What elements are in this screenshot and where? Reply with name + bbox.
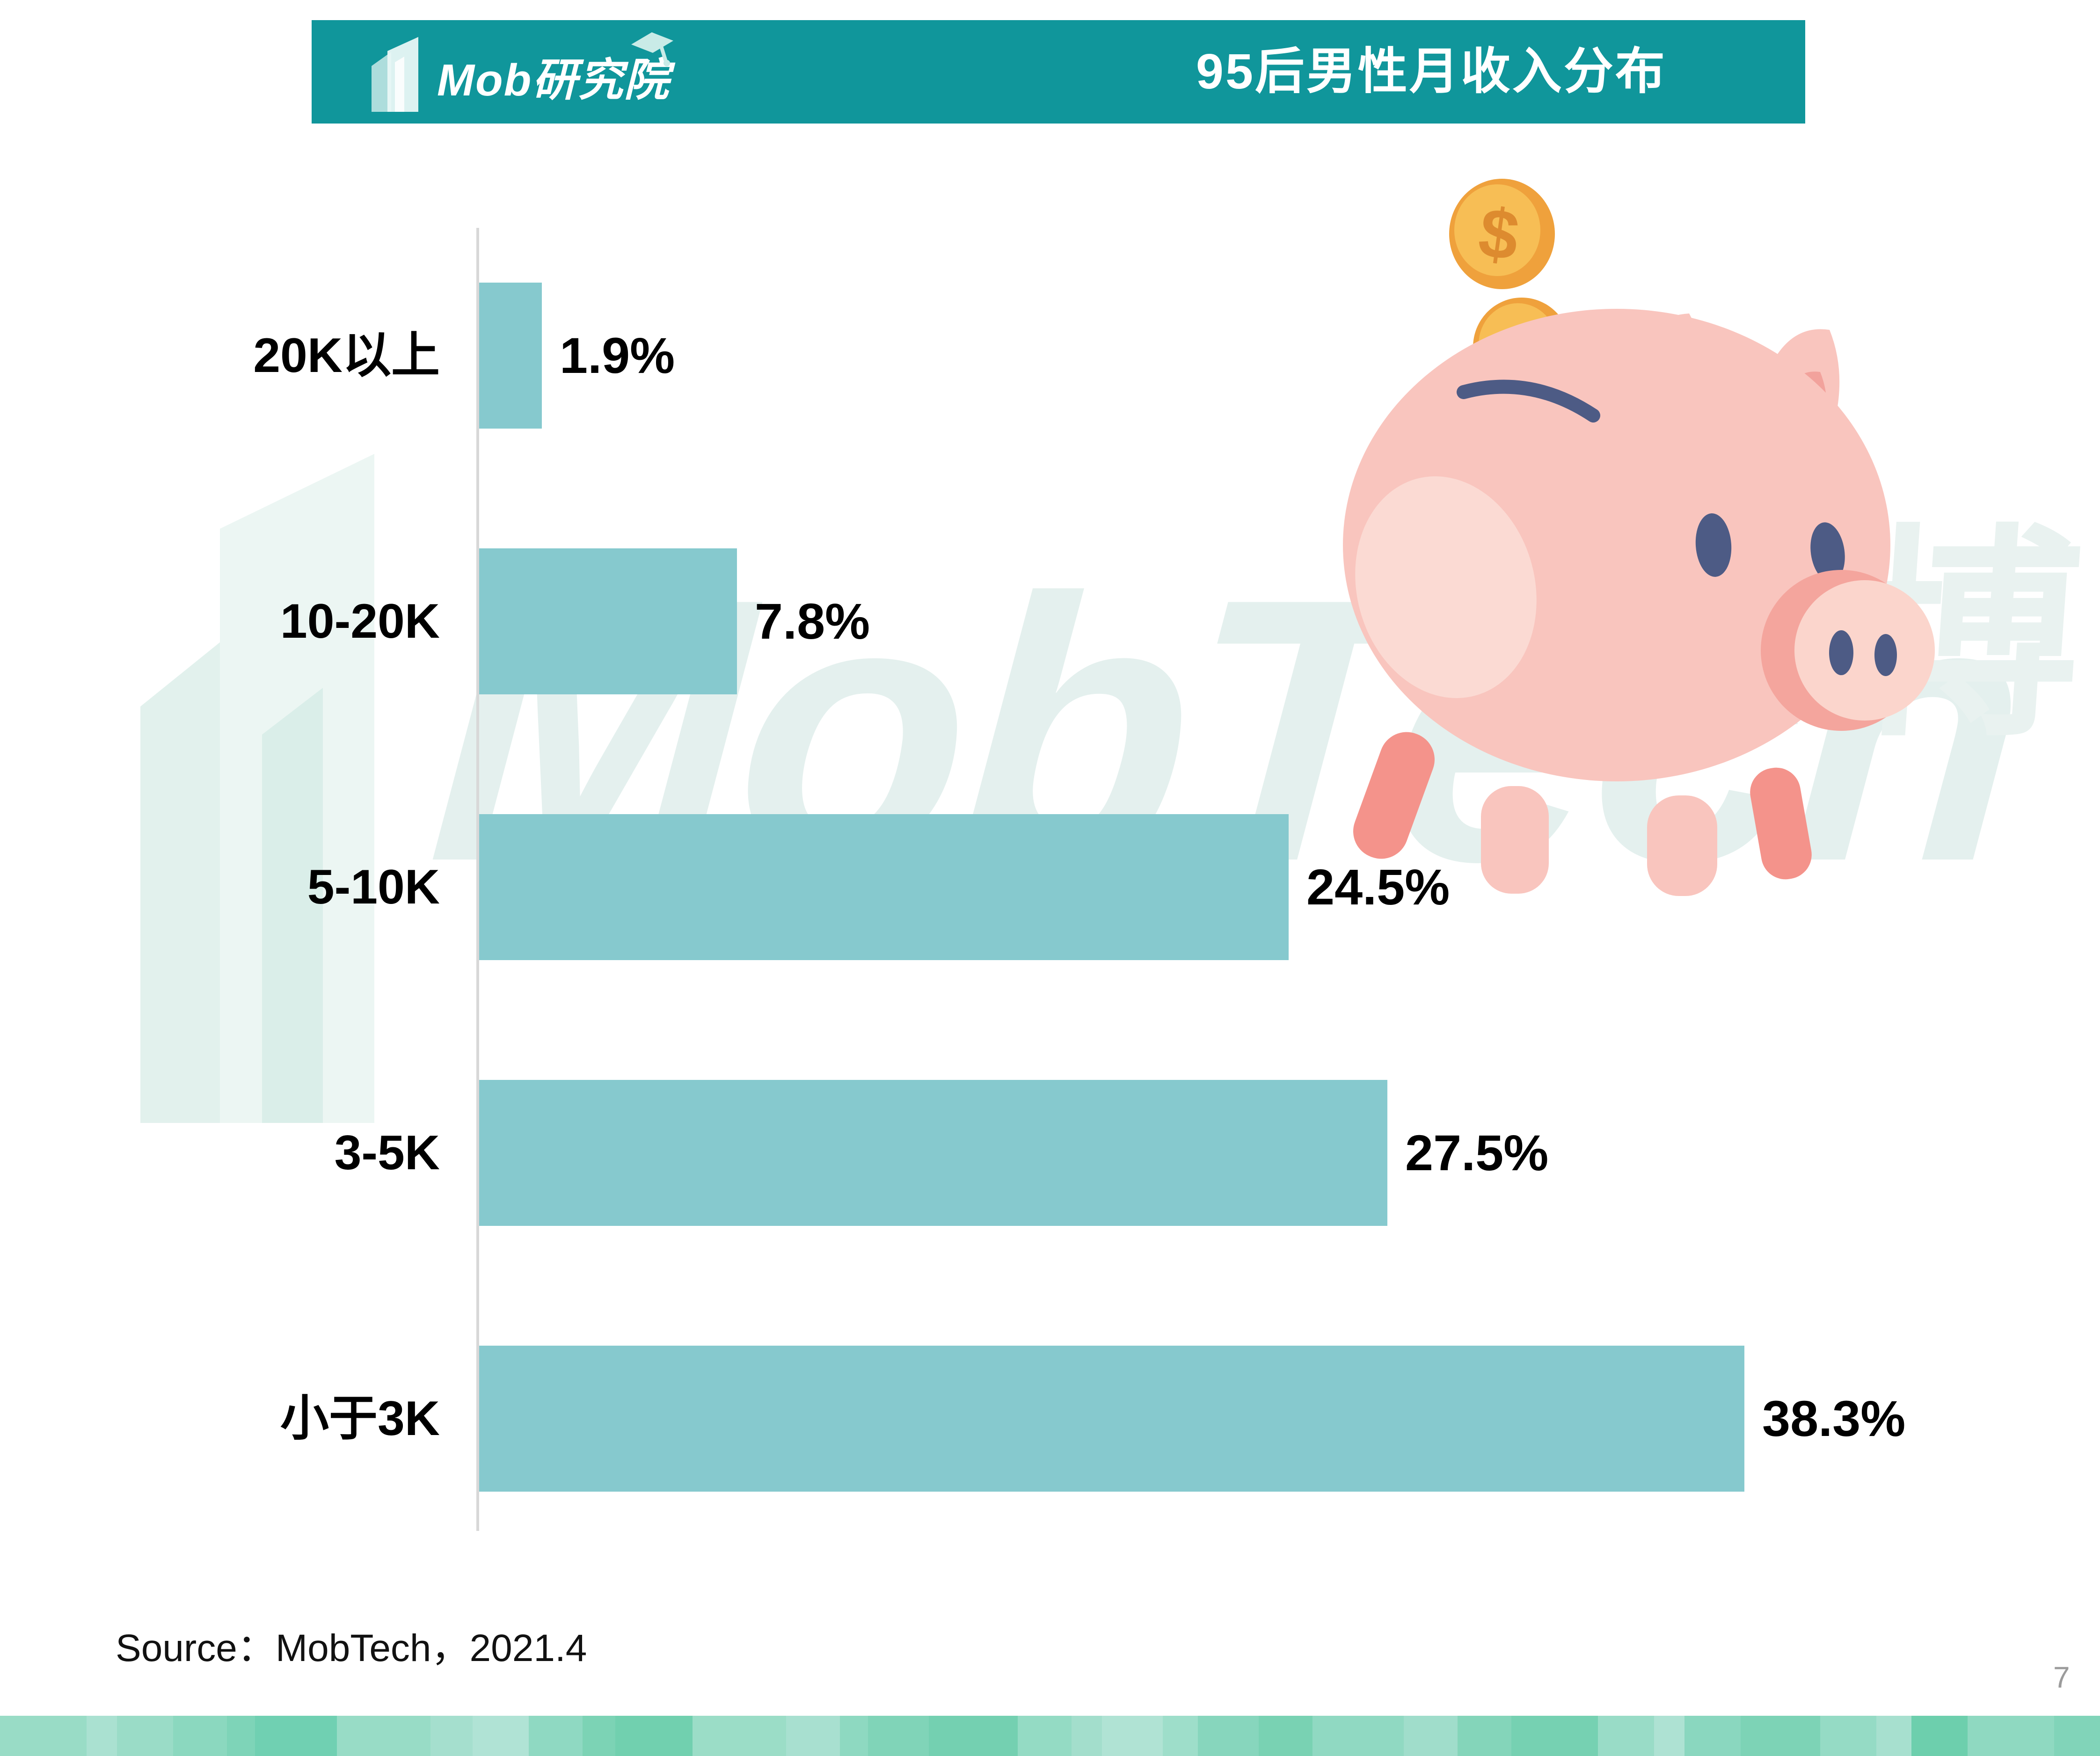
header-bar: Mob研究院 95后男性月收入分布 — [312, 20, 1805, 124]
coin-slot — [1457, 379, 1600, 423]
strip-segment — [1198, 1716, 1259, 1756]
pig-left-nostril — [1829, 630, 1853, 675]
chart-axis-line — [476, 228, 479, 1531]
strip-segment — [1163, 1716, 1198, 1756]
strip-segment — [693, 1716, 786, 1756]
pig-rear-leg — [1353, 732, 1435, 859]
strip-segment — [1684, 1716, 1741, 1756]
bar-3-5K — [479, 1080, 1387, 1226]
category-label: 5-10K — [307, 860, 440, 914]
pig-left-eye — [1695, 513, 1732, 577]
strip-segment — [1018, 1716, 1072, 1756]
strip-segment — [87, 1716, 117, 1756]
strip-segment — [868, 1716, 929, 1756]
decorative-bottom-strip — [0, 1716, 2100, 1756]
source-citation: Source：MobTech，2021.4 — [116, 1627, 587, 1669]
strip-segment — [1911, 1716, 1968, 1756]
pig-right-eye — [1810, 522, 1845, 582]
strip-segment — [1404, 1716, 1458, 1756]
watermark-building-icon — [140, 454, 374, 1123]
strip-segment — [1312, 1716, 1404, 1756]
category-label: 20K以上 — [253, 328, 440, 383]
page-number: 7 — [2053, 1661, 2070, 1694]
value-label: 27.5% — [1405, 1124, 1549, 1181]
strip-segment — [1072, 1716, 1102, 1756]
bar-10-20K — [479, 548, 737, 694]
graduation-cap-icon — [631, 32, 673, 66]
strip-segment — [1820, 1716, 1876, 1756]
strip-segment — [430, 1716, 473, 1756]
pig-body-highlight — [1355, 476, 1537, 698]
pig-right-nostril — [1874, 634, 1897, 676]
logo-text: Mob研究院 — [437, 55, 670, 105]
bar-5-10K — [479, 814, 1289, 960]
strip-segment — [0, 1716, 87, 1756]
value-label: 24.5% — [1306, 859, 1450, 915]
strip-segment — [1741, 1716, 1820, 1756]
strip-segment — [337, 1716, 430, 1756]
strip-segment — [1511, 1716, 1598, 1756]
strip-segment — [1458, 1716, 1511, 1756]
value-label: 7.8% — [755, 593, 870, 649]
logo-building-icon — [372, 37, 418, 112]
bar-20K以上 — [479, 283, 542, 429]
strip-segment — [840, 1716, 868, 1756]
strip-segment — [1259, 1716, 1312, 1756]
strip-segment — [255, 1716, 337, 1756]
strip-segment — [615, 1716, 693, 1756]
pig-front-right-leg — [1647, 795, 1717, 896]
strip-segment — [473, 1716, 529, 1756]
pig-snout — [1794, 580, 1935, 721]
strip-segment — [786, 1716, 840, 1756]
category-label: 10-20K — [280, 594, 440, 648]
strip-segment — [1876, 1716, 1911, 1756]
category-label: 小于3K — [280, 1392, 440, 1446]
strip-segment — [227, 1716, 255, 1756]
coin-icon: $ — [1449, 179, 1555, 289]
pig-far-leg — [1750, 767, 1812, 880]
strip-segment — [1598, 1716, 1654, 1756]
strip-segment — [173, 1716, 227, 1756]
page-title: 95后男性月收入分布 — [1196, 44, 1667, 99]
strip-segment — [1968, 1716, 2054, 1756]
mob-research-logo: Mob研究院 — [368, 32, 673, 113]
category-label: 3-5K — [334, 1126, 440, 1180]
strip-segment — [1654, 1716, 1684, 1756]
piggy-bank-illustration: $ $ — [1343, 179, 1935, 896]
strip-segment — [583, 1716, 615, 1756]
strip-segment — [929, 1716, 1018, 1756]
strip-segment — [117, 1716, 173, 1756]
value-label: 1.9% — [560, 327, 675, 384]
strip-segment — [1102, 1716, 1163, 1756]
bar-小于3K — [479, 1346, 1744, 1492]
strip-segment — [529, 1716, 583, 1756]
strip-segment — [2054, 1716, 2100, 1756]
pig-front-left-leg — [1481, 786, 1549, 894]
value-label: 38.3% — [1762, 1390, 1906, 1447]
